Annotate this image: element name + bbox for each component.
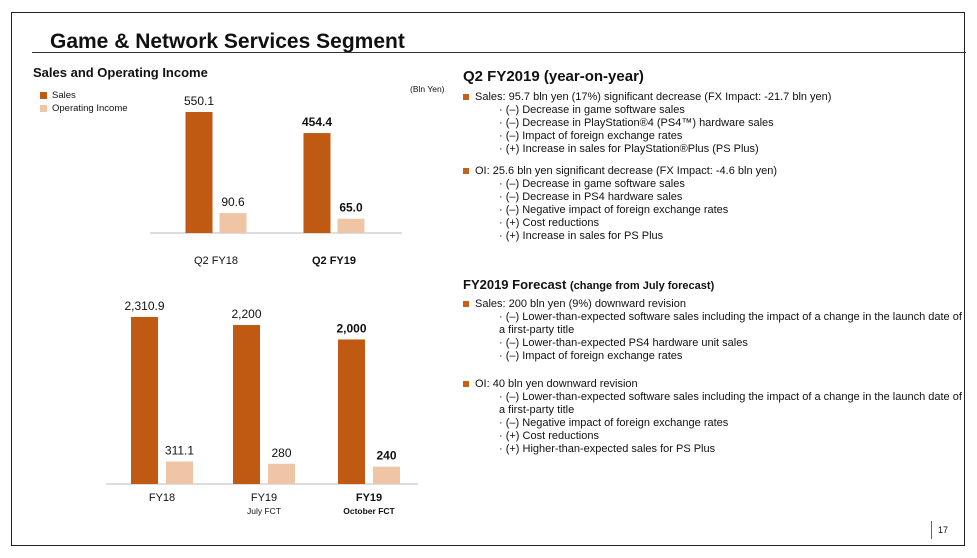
bar-value-label: 2,200	[231, 307, 261, 321]
commentary-item: · (+) Higher-than-expected sales for PS …	[499, 443, 716, 455]
q2-sales-text: Sales: 95.7 bln yen (17%) significant de…	[475, 91, 832, 103]
forecast-sales-text: Sales: 200 bln yen (9%) downward revisio…	[475, 298, 686, 310]
bullet-square-icon	[463, 381, 469, 387]
operating-income-bar	[166, 461, 193, 484]
operating-income-bar	[337, 218, 365, 233]
forecast-heading-sub: (change from July forecast)	[569, 280, 715, 292]
legend-label-operating-income: Operating Income	[52, 103, 128, 114]
operating-income-bar	[219, 213, 247, 233]
commentary-item: · (–) Lower-than-expected software sales…	[499, 311, 962, 336]
bullet-square-icon	[463, 94, 469, 100]
slide-title: Game & Network Services Segment	[50, 30, 405, 53]
commentary-item: · (–) Decrease in PS4 hardware sales	[499, 191, 683, 203]
commentary-item: · (–) Lower-than-expected software sales…	[499, 391, 962, 416]
forecast-heading-main: FY2019 Forecast	[463, 277, 567, 292]
category-label: FY19	[251, 492, 277, 504]
bar-value-label: 550.1	[184, 94, 214, 108]
legend-swatch-sales	[40, 92, 47, 99]
chart-legend: Sales Operating Income	[40, 89, 128, 115]
category-label: Q2 FY18	[194, 255, 238, 267]
operating-income-bar	[373, 466, 400, 484]
bar-value-label: 2,310.9	[124, 299, 164, 313]
chart-section-title: Sales and Operating Income	[33, 65, 208, 80]
category-label: FY18	[149, 492, 175, 504]
category-label: Q2 FY19	[312, 255, 356, 267]
category-sublabel: October FCT	[343, 506, 395, 516]
commentary-item: · (+) Increase in sales for PlayStation®…	[499, 143, 759, 155]
commentary-item: · (–) Decrease in game software sales	[499, 104, 685, 116]
q2-oi-bullet: OI: 25.6 bln yen significant decrease (F…	[463, 165, 963, 178]
commentary-item: · (–) Impact of foreign exchange rates	[499, 350, 683, 362]
commentary-panel: Q2 FY2019 (year-on-year) Sales: 95.7 bln…	[463, 68, 963, 456]
bar-value-label: 2,000	[336, 321, 366, 335]
sales-bar	[233, 325, 260, 484]
sales-bar	[303, 133, 331, 233]
bar-value-label: 311.1	[165, 444, 194, 458]
page-number-divider	[931, 521, 932, 539]
q2-heading: Q2 FY2019 (year-on-year)	[463, 68, 644, 85]
bullet-square-icon	[463, 168, 469, 174]
slide-frame	[11, 12, 965, 546]
forecast-oi-bullet: OI: 40 bln yen downward revision	[463, 378, 963, 391]
forecast-oi-text: OI: 40 bln yen downward revision	[475, 378, 638, 390]
commentary-item: · (–) Lower-than-expected PS4 hardware u…	[499, 337, 748, 349]
commentary-item: · (–) Negative impact of foreign exchang…	[499, 204, 729, 216]
legend-swatch-operating-income	[40, 105, 47, 112]
commentary-item: · (+) Increase in sales for PS Plus	[499, 230, 664, 242]
q2-oi-text: OI: 25.6 bln yen significant decrease (F…	[475, 165, 778, 177]
commentary-item: · (–) Decrease in PlayStation®4 (PS4™) h…	[499, 117, 774, 129]
page-number: 17	[938, 525, 949, 535]
sales-bar	[131, 317, 158, 484]
forecast-sales-bullet: Sales: 200 bln yen (9%) downward revisio…	[463, 298, 963, 311]
commentary-item: · (+) Cost reductions	[499, 217, 599, 229]
forecast-heading: FY2019 Forecast (change from July foreca…	[463, 277, 963, 292]
bar-value-label: 240	[376, 449, 396, 463]
unit-label: (Bln Yen)	[410, 84, 445, 94]
bar-value-label: 65.0	[339, 201, 363, 215]
q2-sales-bullet: Sales: 95.7 bln yen (17%) significant de…	[463, 91, 963, 104]
sales-bar	[185, 112, 213, 233]
legend-label-sales: Sales	[52, 90, 76, 101]
q2-oi-items: · (–) Decrease in game software sales · (…	[499, 178, 963, 243]
forecast-oi-items: · (–) Lower-than-expected software sales…	[499, 391, 963, 456]
legend-item-sales: Sales	[40, 89, 128, 102]
bullet-square-icon	[463, 301, 469, 307]
commentary-item: · (–) Negative impact of foreign exchang…	[499, 417, 729, 429]
operating-income-bar	[268, 463, 295, 484]
bar-value-label: 280	[271, 446, 291, 460]
forecast-sales-items: · (–) Lower-than-expected software sales…	[499, 311, 963, 363]
title-underline	[32, 52, 966, 53]
q2-sales-items: · (–) Decrease in game software sales · (…	[499, 104, 963, 156]
bar-value-label: 90.6	[221, 195, 245, 209]
category-label: FY19	[356, 492, 382, 504]
sales-bar	[338, 339, 365, 484]
category-sublabel: July FCT	[247, 506, 281, 516]
commentary-item: · (+) Cost reductions	[499, 430, 599, 442]
legend-item-operating-income: Operating Income	[40, 102, 128, 115]
commentary-item: · (–) Impact of foreign exchange rates	[499, 130, 683, 142]
bar-value-label: 454.4	[302, 115, 332, 129]
commentary-item: · (–) Decrease in game software sales	[499, 178, 685, 190]
